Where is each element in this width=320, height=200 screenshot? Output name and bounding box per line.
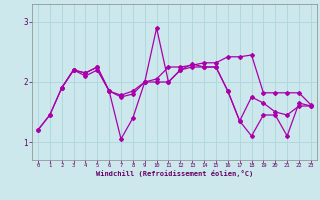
X-axis label: Windchill (Refroidissement éolien,°C): Windchill (Refroidissement éolien,°C) (96, 170, 253, 177)
